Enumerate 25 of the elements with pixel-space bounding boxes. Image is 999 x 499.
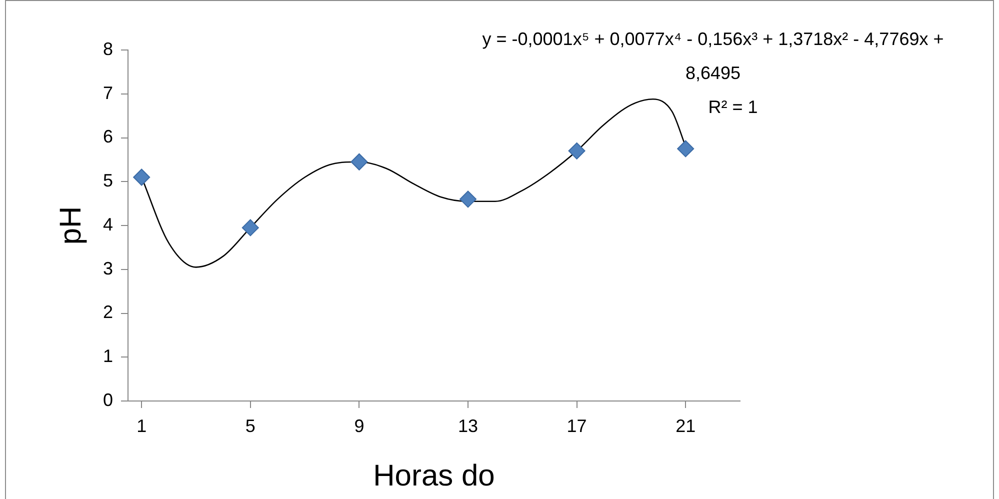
y-tick-label: 2 (102, 302, 113, 322)
y-tick-label: 5 (102, 170, 113, 191)
x-tick-label: 17 (566, 416, 587, 436)
x-tick-label: 13 (458, 416, 478, 436)
annotation: R² = 1 (707, 96, 759, 119)
x-tick-label: 21 (676, 416, 696, 436)
annotation: y = -0,0001x⁵ + 0,0077x⁴ - 0,156x³ + 1,3718x² - 4,7769x + 8,6495 (481, 28, 945, 85)
point (677, 140, 694, 158)
point (133, 168, 150, 186)
point (350, 153, 368, 170)
x-tick-label: 5 (245, 416, 256, 436)
point (568, 142, 586, 160)
y-tick-label: 8 (102, 38, 113, 59)
y-tick-label: 6 (102, 126, 113, 147)
x-tick-label: 9 (354, 416, 364, 436)
x-axis-title: Horas do (373, 459, 495, 492)
y-tick-label: 7 (102, 82, 113, 103)
y-tick-label: 3 (102, 258, 113, 278)
y-axis-title: pH (54, 206, 88, 245)
y-tick-label: 0 (102, 390, 113, 410)
y-tick-label: 4 (102, 214, 113, 234)
point (460, 190, 476, 208)
y-tick-label: 1 (102, 346, 113, 366)
x-tick-label: 1 (136, 416, 147, 436)
point (242, 219, 259, 236)
